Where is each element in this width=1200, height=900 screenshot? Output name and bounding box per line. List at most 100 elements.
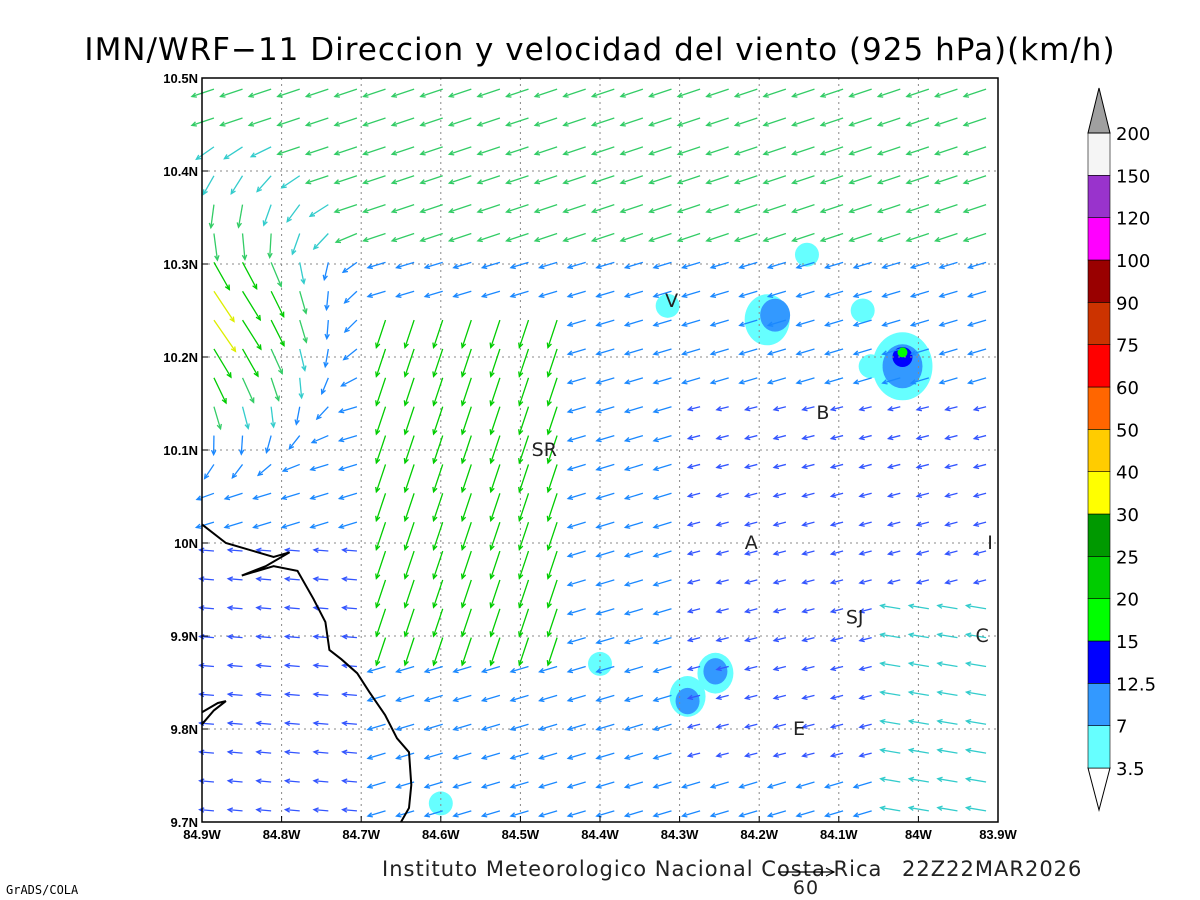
wind-vector-head [934,150,941,156]
y-tick-label: 10N [174,536,198,551]
wind-vector-head [801,406,808,412]
wind-vector-head [772,636,780,643]
wind-vector [420,232,443,242]
wind-vector [375,377,387,406]
wind-vector [424,752,443,760]
wind-vector-head [590,92,598,98]
wind-vector [490,637,501,666]
wind-vector-head [962,179,970,185]
wind-vector [735,146,758,155]
wind-vector-head [362,179,369,185]
wind-vector-head [623,523,631,529]
contour-patch [850,298,875,323]
wind-vector-head [447,208,455,214]
wind-vector [534,175,558,184]
colorbar-segment [1087,429,1111,472]
wind-vector [688,665,701,671]
wind-vector [191,88,215,98]
wind-vector [625,261,644,269]
wind-vector-head [652,379,659,385]
wind-vector [453,665,472,673]
wind-vector-head [829,608,837,614]
wind-vector-head [852,263,860,270]
wind-vector-head [934,179,941,185]
wind-vector [677,117,701,126]
colorbar-label: 15 [1116,632,1139,653]
wind-vector-head [294,419,300,426]
wind-vector [937,720,958,725]
wind-vector-head [226,691,234,698]
wind-vector-head [964,661,972,667]
wind-vector-head [623,494,631,501]
wind-vector-head [280,494,288,501]
wind-vector [375,319,387,348]
wind-vector [911,261,930,269]
wind-vector [859,723,872,728]
wind-vector-head [341,576,348,582]
wind-vector-head [337,408,345,414]
wind-vector [831,694,844,700]
wind-vector-head [766,812,774,818]
wind-vector-head [772,694,780,701]
wind-vector-head [829,752,837,758]
wind-vector-head [283,576,291,582]
wind-vector [518,493,530,521]
wind-vector [763,204,787,213]
wind-vector-head [195,154,202,161]
wind-vector [518,464,530,493]
wind-vector-head [533,92,541,98]
wind-vector [825,810,844,817]
wind-vector-head [362,92,369,98]
wind-vector [363,232,386,242]
wind-vector-head [848,121,855,127]
wind-vector [461,377,472,406]
wind-vector-head [533,208,541,214]
wind-vector [773,752,787,757]
wind-vector-head [879,603,886,609]
wind-vector [968,261,987,269]
wind-vector [831,752,844,757]
wind-vector-head [423,754,431,760]
wind-vector [539,723,558,731]
wind-vector-head [652,436,659,443]
wind-vector-head [546,573,552,580]
wind-vector-head [681,350,688,356]
wind-vector [906,117,930,126]
wind-vector-head [480,263,488,270]
wind-vector [909,662,929,668]
wind-vector-head [566,581,574,587]
wind-vector [831,521,844,526]
wind-vector-head [333,150,340,156]
wind-vector [825,781,844,788]
wind-vector-head [274,395,280,402]
wind-vector [230,175,244,195]
wind-vector-head [824,379,831,385]
wind-vector-head [509,812,516,818]
wind-vector [539,694,558,702]
wind-vector-head [395,812,402,818]
wind-vector-head [938,263,945,270]
footer-valid-time: 22Z22MAR2026 [902,857,1082,881]
wind-vector [391,204,415,213]
wind-vector-head [801,694,808,701]
wind-vector-head [395,725,402,731]
wind-vector [592,117,615,126]
wind-vector [739,810,758,817]
wind-vector-head [566,639,574,645]
wind-vector-head [795,350,802,356]
wind-vector [763,175,787,184]
colorbar-segment [1087,556,1111,599]
wind-vector-head [566,610,574,616]
wind-vector-head [452,696,459,703]
wind-vector-head [705,208,712,214]
wind-vector [285,751,300,754]
wind-vector-head [283,807,291,813]
wind-vector-head [255,314,262,322]
wind-vector-head [876,121,884,127]
wind-vector-head [962,92,970,98]
wind-vector [396,665,415,673]
wind-vector [906,175,930,184]
wind-vector-head [546,342,552,349]
wind-vector-head [489,486,495,494]
wind-vector-head [944,492,951,498]
